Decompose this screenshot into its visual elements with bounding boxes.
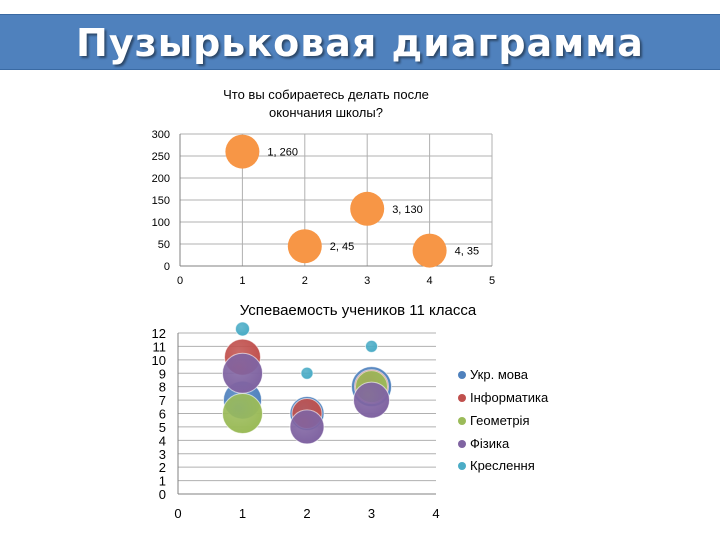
chart1-y-tick-label: 300 xyxy=(152,129,170,141)
chart1-y-tick-label: 100 xyxy=(152,217,170,229)
chart2-legend-marker xyxy=(458,371,466,379)
chart1-data-label: 3, 130 xyxy=(392,204,423,216)
chart1-data-label: 4, 35 xyxy=(455,246,479,258)
chart2-y-tick-label: 9 xyxy=(159,366,166,381)
chart2-y-tick-label: 7 xyxy=(159,393,166,408)
chart2-bubble xyxy=(300,366,314,380)
chart1-bubble xyxy=(225,134,260,169)
chart2-y-tick-label: 4 xyxy=(159,433,166,448)
chart1-y-tick-label: 50 xyxy=(158,239,170,251)
chart2-bubble xyxy=(235,321,250,337)
chart2-legend-marker xyxy=(458,417,466,425)
chart2-legend-label: Геометрія xyxy=(470,413,529,428)
chart2-x-tick-label: 2 xyxy=(303,506,310,521)
chart1-bubble xyxy=(412,233,447,268)
chart2-y-tick-label: 6 xyxy=(159,407,166,422)
chart2-y-tick-label: 0 xyxy=(159,487,166,502)
chart1-data-label: 2, 45 xyxy=(330,241,354,253)
chart2-bubble xyxy=(222,393,263,434)
chart1-y-tick-label: 0 xyxy=(164,261,170,273)
chart2-y-tick-label: 12 xyxy=(152,326,166,341)
chart2-legend-label: Креслення xyxy=(470,458,535,473)
chart1-title-line1: Что вы собираетесь делать после xyxy=(223,87,429,102)
chart2-y-tick-label: 11 xyxy=(153,339,167,354)
chart1-y-tick-label: 200 xyxy=(152,173,170,185)
chart2-bubble xyxy=(365,339,378,353)
chart2-title: Успеваемость учеников 11 класса xyxy=(240,302,477,319)
chart2-legend-label: Інформатика xyxy=(470,390,549,405)
chart2-x-tick-label: 3 xyxy=(368,506,375,521)
chart2-legend-label: Укр. мова xyxy=(470,367,529,382)
title-bar: Пузырьковая диаграмма xyxy=(0,14,720,70)
chart2-x-tick-label: 1 xyxy=(239,506,246,521)
chart2-y-tick-label: 10 xyxy=(152,353,166,368)
chart2-bubble xyxy=(353,381,390,419)
chart1-bubble xyxy=(350,191,385,226)
chart2-y-tick-label: 5 xyxy=(159,420,166,435)
chart1-x-tick-label: 0 xyxy=(177,275,183,287)
chart1-x-tick-label: 2 xyxy=(302,275,308,287)
chart1-y-tick-label: 250 xyxy=(152,151,170,163)
chart2-legend-marker xyxy=(458,440,466,448)
chart2-legend-label: Фізика xyxy=(470,436,510,451)
slide-title: Пузырьковая диаграмма xyxy=(76,21,644,65)
chart2-bubble xyxy=(222,352,263,394)
chart2-bubble xyxy=(289,409,325,445)
chart2-y-tick-label: 1 xyxy=(159,474,166,489)
chart2-y-tick-label: 8 xyxy=(159,380,166,395)
chart2-legend-marker xyxy=(458,462,466,470)
chart2-y-tick-label: 2 xyxy=(159,460,166,475)
chart2-x-tick-label: 4 xyxy=(432,506,439,521)
chart1-data-label: 1, 260 xyxy=(267,147,298,159)
chart1-x-tick-label: 3 xyxy=(364,275,370,287)
chart2-legend-marker xyxy=(458,394,466,402)
chart2-x-tick-label: 0 xyxy=(174,506,181,521)
chart1-title-line2: окончания школы? xyxy=(269,105,383,120)
chart1-bubble xyxy=(287,229,322,264)
chart1-y-tick-label: 150 xyxy=(152,195,170,207)
chart1-x-tick-label: 1 xyxy=(239,275,245,287)
chart2-y-tick-label: 3 xyxy=(159,447,166,462)
chart1-x-tick-label: 4 xyxy=(427,275,433,287)
chart1-x-tick-label: 5 xyxy=(489,275,495,287)
